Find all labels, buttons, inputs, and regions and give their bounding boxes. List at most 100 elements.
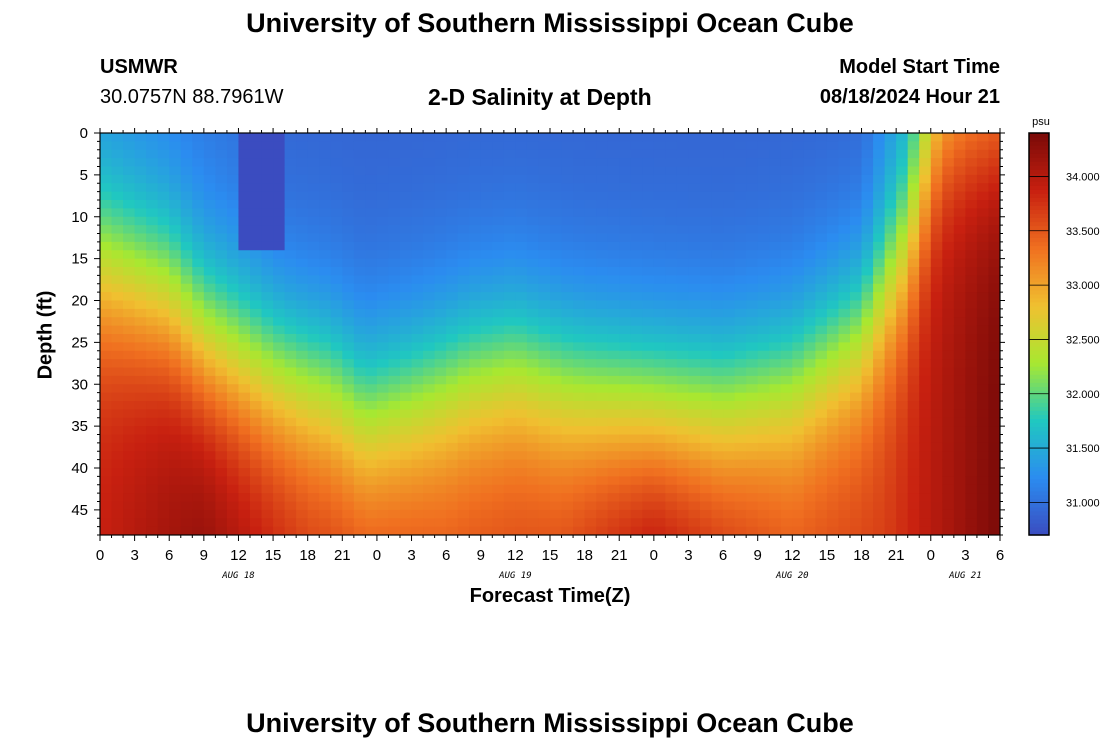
- heatmap-cell: [353, 392, 366, 402]
- heatmap-cell: [100, 208, 113, 218]
- heatmap-cell: [734, 174, 747, 184]
- heatmap-cells: [100, 133, 1000, 535]
- heatmap-cell: [169, 191, 182, 201]
- heatmap-cell: [746, 325, 759, 335]
- heatmap-cell: [573, 267, 586, 276]
- heatmap-cell: [353, 166, 366, 176]
- heatmap-cell: [365, 509, 378, 519]
- heatmap-cell: [180, 367, 193, 377]
- heatmap-cell: [676, 308, 690, 318]
- heatmap-cell: [376, 375, 390, 385]
- heatmap-cell: [780, 300, 793, 310]
- heatmap-cell: [769, 292, 782, 302]
- heatmap-cell: [573, 317, 586, 327]
- heatmap-cell: [803, 526, 816, 535]
- heatmap-cell: [446, 409, 459, 419]
- heatmap-cell: [653, 342, 666, 352]
- heatmap-cell: [723, 451, 736, 461]
- heatmap-cell: [861, 484, 874, 494]
- heatmap-cell: [434, 258, 447, 268]
- heatmap-cell: [192, 300, 205, 310]
- heatmap-cell: [123, 434, 136, 444]
- heatmap-cell: [619, 426, 632, 436]
- heatmap-cell: [838, 141, 851, 151]
- heatmap-cell: [250, 283, 263, 293]
- heatmap-cell: [792, 317, 805, 327]
- heatmap-cell: [261, 426, 274, 436]
- heatmap-cell: [307, 308, 320, 318]
- heatmap-cell: [976, 225, 990, 235]
- heatmap-cell: [134, 250, 147, 260]
- heatmap-cell: [815, 451, 828, 461]
- heatmap-cell: [792, 459, 805, 469]
- heatmap-cell: [238, 141, 251, 151]
- heatmap-cell: [780, 233, 793, 243]
- heatmap-cell: [261, 283, 274, 293]
- heatmap-cell: [261, 141, 274, 151]
- heatmap-cell: [330, 384, 343, 394]
- heatmap-cell: [457, 158, 470, 168]
- heatmap-cell: [376, 158, 390, 168]
- heatmap-cell: [319, 183, 332, 193]
- heatmap-cell: [388, 149, 401, 159]
- heatmap-cell: [330, 442, 343, 452]
- heatmap-cell: [942, 342, 955, 352]
- heatmap-cell: [653, 334, 666, 343]
- heatmap-cell: [180, 334, 193, 343]
- heatmap-cell: [400, 174, 413, 184]
- heatmap-cell: [226, 526, 240, 535]
- heatmap-cell: [503, 166, 516, 176]
- heatmap-cell: [353, 308, 366, 318]
- heatmap-cell: [400, 401, 413, 410]
- heatmap-cell: [976, 200, 990, 209]
- heatmap-cell: [850, 350, 863, 360]
- heatmap-cell: [492, 141, 505, 151]
- heatmap-cell: [792, 409, 805, 419]
- heatmap-cell: [192, 208, 205, 218]
- heatmap-cell: [596, 526, 609, 535]
- heatmap-cell: [734, 325, 747, 335]
- heatmap-cell: [815, 409, 828, 419]
- heatmap-cell: [965, 384, 978, 394]
- heatmap-cell: [550, 350, 563, 360]
- heatmap-cell: [700, 308, 713, 318]
- heatmap-cell: [919, 275, 932, 285]
- heatmap-cell: [169, 442, 182, 452]
- y-tick-label: 0: [80, 125, 88, 142]
- heatmap-cell: [942, 317, 955, 327]
- heatmap-cell: [930, 417, 943, 427]
- heatmap-cell: [873, 434, 886, 444]
- heatmap-cell: [526, 325, 540, 335]
- heatmap-cell: [273, 141, 286, 151]
- heatmap-cell: [630, 392, 643, 402]
- heatmap-cell: [861, 283, 874, 293]
- heatmap-cell: [388, 258, 401, 268]
- heatmap-cell: [353, 258, 366, 268]
- heatmap-cell: [469, 233, 482, 243]
- heatmap-cell: [411, 409, 424, 419]
- heatmap-cell: [838, 233, 851, 243]
- heatmap-cell: [134, 509, 147, 519]
- heatmap-cell: [365, 250, 378, 260]
- heatmap-cell: [792, 250, 805, 260]
- heatmap-cell: [826, 342, 840, 352]
- heatmap-cell: [723, 200, 736, 209]
- heatmap-cell: [942, 409, 955, 419]
- heatmap-cell: [330, 225, 343, 235]
- heatmap-cell: [434, 518, 447, 528]
- colorbar-cell: [1029, 370, 1049, 375]
- heatmap-cell: [169, 174, 182, 184]
- heatmap-cell: [215, 359, 228, 369]
- colorbar-cell: [1029, 141, 1049, 146]
- heatmap-cell: [630, 267, 643, 276]
- heatmap-cell: [642, 216, 655, 226]
- heatmap-cell: [688, 200, 701, 209]
- heatmap-cell: [573, 468, 586, 477]
- heatmap-cell: [584, 241, 597, 251]
- heatmap-cell: [146, 267, 159, 276]
- heatmap-cell: [284, 493, 297, 503]
- heatmap-cell: [538, 493, 551, 503]
- heatmap-cell: [700, 149, 713, 159]
- heatmap-cell: [976, 216, 990, 226]
- heatmap-cell: [469, 191, 482, 201]
